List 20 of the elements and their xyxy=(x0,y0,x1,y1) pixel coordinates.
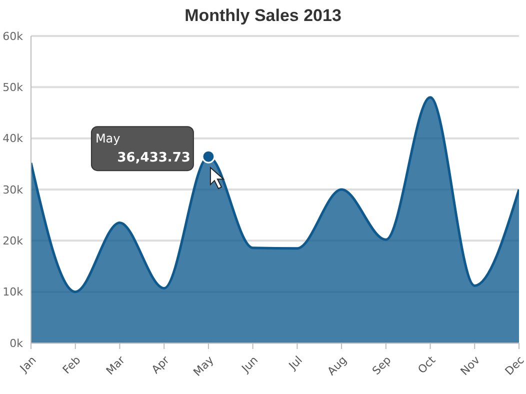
x-tick-label: Dec xyxy=(502,354,526,378)
x-tick-label: Feb xyxy=(60,354,84,377)
x-tick-label: Nov xyxy=(458,353,483,378)
x-tick-label: Oct xyxy=(415,353,439,376)
data-label: 36,433.73 xyxy=(117,150,190,166)
y-tick-label: 40k xyxy=(2,132,24,146)
x-tick-label: Apr xyxy=(149,353,172,376)
chart-title: Monthly Sales 2013 xyxy=(184,6,342,26)
x-tick-label: Jul xyxy=(286,354,305,373)
y-tick-label: 60k xyxy=(2,30,24,43)
y-tick-label: 10k xyxy=(2,286,24,299)
y-tick-label: 0k xyxy=(10,336,24,350)
x-tick-label: Mar xyxy=(104,353,128,378)
y-tick-label: 20k xyxy=(2,234,24,248)
x-tick-label: Jun xyxy=(238,354,261,376)
x-tick-label: Jan xyxy=(16,354,39,376)
y-tick-label: 30k xyxy=(2,183,24,196)
annotation: May xyxy=(95,132,120,146)
y-tick-label: 50k xyxy=(2,81,24,94)
x-tick-label: Sep xyxy=(370,354,394,378)
